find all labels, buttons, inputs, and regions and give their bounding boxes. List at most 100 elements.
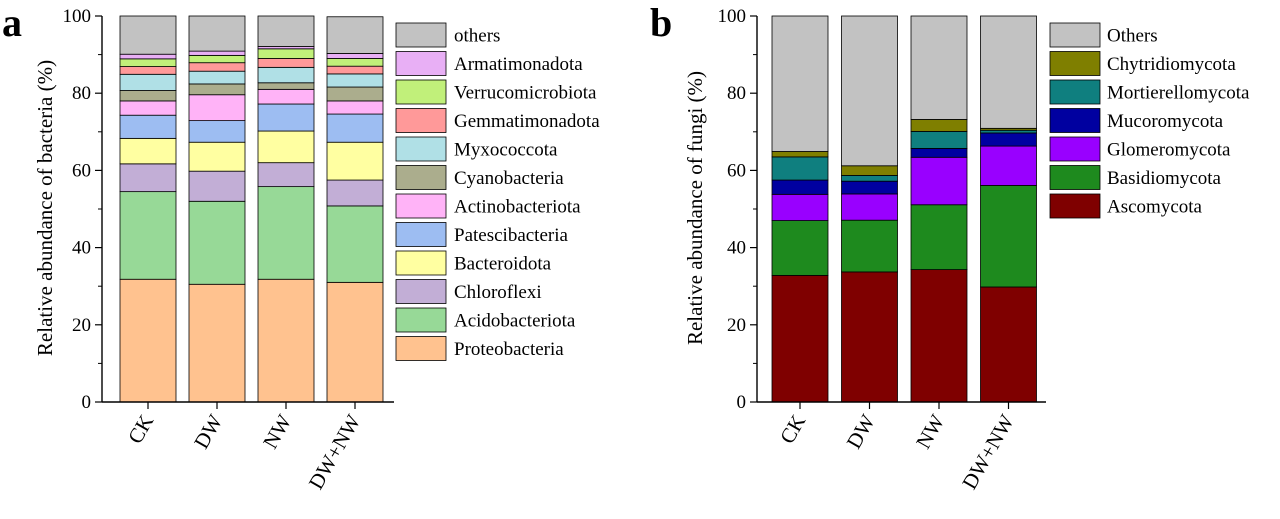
panel-a-legend-label-bacteroidota: Bacteroidota xyxy=(454,254,552,275)
panel-a-legend-label-others: others xyxy=(454,26,500,47)
panel-a-legend-label-myxococcota: Myxococcota xyxy=(454,140,558,161)
panel-a-legend-label-chloroflexi: Chloroflexi xyxy=(454,282,542,303)
panel-a-legend-swatch-verrucomicrobiota xyxy=(395,79,447,105)
panel-a-bar-segment-ck-verrucomicrobiota xyxy=(119,58,177,67)
panel-a-y-tick-label: 100 xyxy=(63,6,92,27)
panel-a-bar-segment-dw-nw-gemmatimonadota xyxy=(326,65,384,75)
panel-a-legend-swatch-proteobacteria xyxy=(395,336,447,361)
panel-a-x-tick-label: DW xyxy=(189,410,227,452)
panel-a-bar-segment-dw-nw-chloroflexi xyxy=(326,179,384,207)
panel-b-bar-segment-ck-chytridiomycota xyxy=(771,151,829,158)
panel-a-y-tick-label: 40 xyxy=(72,238,91,259)
panel-b-legend-swatch-others xyxy=(1049,22,1101,48)
panel-b-legend-label-mucoromycota: Mucoromycota xyxy=(1107,111,1224,132)
panel-b-x-tick-label: DW+NW xyxy=(957,410,1019,493)
panel-a-bar-segment-ck-chloroflexi xyxy=(119,163,177,193)
panel-a-bar-segment-nw-myxococcota xyxy=(257,66,315,84)
panel-a-legend-swatch-gemmatimonadota xyxy=(395,108,447,133)
panel-a-bar-segment-dw-patescibacteria xyxy=(188,120,246,143)
panel-a-bar-segment-dw-chloroflexi xyxy=(188,170,246,202)
panel-b-bar-segment-nw-mortierellomycota xyxy=(910,131,968,149)
panel-a-y-axis-title: Relative abundance of bacteria (%) xyxy=(33,60,57,356)
panel-a-bar-segment-nw-verrucomicrobiota xyxy=(257,48,315,59)
panel-b-legend-swatch-mucoromycota xyxy=(1049,108,1101,133)
panel-b-bar-segment-nw-chytridiomycota xyxy=(910,119,968,132)
panel-a-bar-segment-dw-myxococcota xyxy=(188,70,246,85)
panel-a-legend-swatch-chloroflexi xyxy=(395,279,447,304)
panel-b-legend-swatch-chytridiomycota xyxy=(1049,51,1101,76)
panel-b-bar-segment-dw-glomeromycota xyxy=(841,193,898,221)
panel-a-bar-segment-ck-proteobacteria xyxy=(119,278,177,403)
panel-a-legend-swatch-acidobacteriota xyxy=(395,307,447,333)
panel-b-legend-swatch-mortierellomycota xyxy=(1049,79,1101,105)
panel-b-legend-label-chytridiomycota: Chytridiomycota xyxy=(1107,54,1236,75)
panel-a-bar-segment-ck-cyanobacteria xyxy=(119,90,177,102)
panel-b-y-tick-label: 20 xyxy=(727,315,746,336)
panel-a-legend-label-verrucomicrobiota: Verrucomicrobiota xyxy=(454,83,597,104)
panel-a-bar-segment-nw-gemmatimonadota xyxy=(257,58,315,68)
panel-b-bar-segment-dw-ascomycota xyxy=(841,271,898,403)
panel-a-bar-segment-dw-nw-acidobacteriota xyxy=(326,205,384,283)
panel-a-x-tick-label: CK xyxy=(123,411,158,448)
panel-b-bar-segment-dw-nw-others xyxy=(980,15,1037,129)
panel-a-legend: others Armatimonadota Verrucomicrobiota Gem… xyxy=(395,22,600,361)
panel-b-bar-dw xyxy=(841,15,898,403)
panel-b-y-tick-label: 40 xyxy=(727,238,746,259)
panel-a-bar-segment-dw-others xyxy=(188,15,246,52)
panel-a-bar-segment-nw-proteobacteria xyxy=(257,278,315,403)
panel-b-bar-segment-dw-basidiomycota xyxy=(841,219,898,273)
panel-b-legend-label-basidiomycota: Basidiomycota xyxy=(1107,168,1222,189)
panel-b-bar-segment-dw-nw-mortierellomycota xyxy=(980,129,1037,134)
panel-b-bar-segment-dw-mortierellomycota xyxy=(841,175,898,182)
panel-a-legend-swatch-cyanobacteria xyxy=(395,165,447,190)
panel-a-bar-nw xyxy=(257,15,315,403)
panel-a-bar-segment-nw-bacteroidota xyxy=(257,130,315,164)
panel-a-bar-segment-dw-verrucomicrobiota xyxy=(188,54,246,64)
panel-a-bar-segment-nw-cyanobacteria xyxy=(257,82,315,90)
panel-b-bar-segment-ck-basidiomycota xyxy=(771,220,829,276)
panel-a-bar-segment-dw-armatimonadota xyxy=(188,50,246,56)
panel-a-legend-swatch-myxococcota xyxy=(395,136,447,162)
panel-a-bar-segment-nw-acidobacteriota xyxy=(257,186,315,280)
panel-b-y-axis-title: Relative abundance of fungi (%) xyxy=(683,71,707,345)
panel-b-bar-segment-dw-mucoromycota xyxy=(841,180,898,195)
panel-a-bar-dw xyxy=(188,15,246,403)
panel-b-legend-label-mortierellomycota: Mortierellomycota xyxy=(1107,83,1250,104)
panel-b-bar-segment-nw-mucoromycota xyxy=(910,147,968,158)
panel-b-bar-segment-dw-chytridiomycota xyxy=(841,165,898,176)
panel-b-bar-dw-nw xyxy=(980,15,1037,403)
panel-b-legend-swatch-glomeromycota xyxy=(1049,136,1101,162)
panel-b-bar-segment-nw-ascomycota xyxy=(910,269,968,403)
panel-a-legend-label-actinobacteriota: Actinobacteriota xyxy=(454,197,581,218)
panel-b-bar-segment-ck-mucoromycota xyxy=(771,179,829,195)
panel-a-y-tick-label: 60 xyxy=(72,160,91,181)
panel-b-bar-segment-ck-glomeromycota xyxy=(771,193,829,221)
panel-a-legend-swatch-bacteroidota xyxy=(395,250,447,276)
panel-a-bar-segment-nw-others xyxy=(257,15,315,47)
panel-b-bar-segment-dw-nw-basidiomycota xyxy=(980,185,1037,288)
panel-a-bar-segment-dw-actinobacteriota xyxy=(188,94,246,122)
panel-b-bar-segment-nw-basidiomycota xyxy=(910,204,968,271)
panel-b-bar-segment-ck-ascomycota xyxy=(771,274,829,403)
panel-a-letter: a xyxy=(2,0,22,45)
panel-a-bar-ck xyxy=(119,15,177,403)
panel-a-bar-segment-dw-nw-bacteroidota xyxy=(326,141,384,181)
panel-b-y-tick-label: 80 xyxy=(727,83,746,104)
panel-b-legend-swatch-basidiomycota xyxy=(1049,165,1101,190)
panel-b-bar-nw xyxy=(910,15,968,403)
panel-a-legend-swatch-patescibacteria xyxy=(395,222,447,247)
panel-a-bar-segment-ck-others xyxy=(119,15,177,55)
panel-a-x-tick-label: NW xyxy=(258,410,296,452)
panel-a-bar-segment-ck-myxococcota xyxy=(119,73,177,91)
panel-b-legend-label-others: Others xyxy=(1107,26,1158,47)
panel-a-legend-swatch-armatimonadota xyxy=(395,51,447,76)
panel-b-y-tick-label: 100 xyxy=(718,6,747,27)
panel-b-legend-label-ascomycota: Ascomycota xyxy=(1107,197,1203,218)
panel-b-bar-segment-dw-nw-ascomycota xyxy=(980,286,1037,403)
panel-a-bar-dw-nw xyxy=(326,16,384,403)
panel-b-letter: b xyxy=(650,0,672,45)
panel-a-bar-segment-dw-nw-verrucomicrobiota xyxy=(326,58,384,67)
panel-a-legend-label-patescibacteria: Patescibacteria xyxy=(454,225,569,246)
panel-a-bar-segment-dw-nw-proteobacteria xyxy=(326,281,384,403)
